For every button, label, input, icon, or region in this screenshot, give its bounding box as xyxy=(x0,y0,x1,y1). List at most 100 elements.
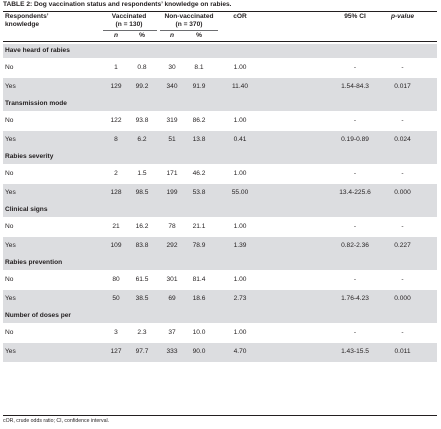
section-title: Transmission mode xyxy=(5,100,67,107)
header-ci: 95% CI xyxy=(344,13,366,20)
table-title: TABLE 2: Dog vaccination status and resp… xyxy=(3,1,232,8)
cell-ci: 0.19-0.89 xyxy=(341,136,369,144)
section-title: Number of doses per xyxy=(5,312,71,319)
cell-np: 81.4 xyxy=(192,275,206,283)
cell-np: 86.2 xyxy=(192,116,206,124)
cell-p: 0.000 xyxy=(394,295,411,303)
cell-nn: 37 xyxy=(168,328,176,336)
row-band xyxy=(3,236,437,256)
cell-p: 0.000 xyxy=(394,189,411,197)
cell-p: 0.024 xyxy=(394,136,411,144)
row-label: No xyxy=(5,116,14,124)
cell-vp: 1.5 xyxy=(137,169,147,177)
cell-nn: 333 xyxy=(166,348,178,356)
cell-ci: 1.76-4.23 xyxy=(341,295,369,303)
cell-p: 0.011 xyxy=(394,348,411,356)
cell-vn: 1 xyxy=(114,63,118,71)
cell-cor: 0.41 xyxy=(233,136,247,144)
cell-ci: - xyxy=(353,169,357,177)
cell-vp: 61.5 xyxy=(135,275,149,283)
cell-np: 90.0 xyxy=(192,348,206,356)
cell-cor: 1.00 xyxy=(233,63,247,71)
header-nonvacc-pct: % xyxy=(196,32,202,39)
cell-vn: 129 xyxy=(110,83,122,91)
header-knowledge-line1: Respondents’ xyxy=(5,13,49,20)
row-band xyxy=(3,58,437,78)
cell-vn: 109 xyxy=(110,242,122,250)
cell-ci: - xyxy=(353,328,357,336)
cell-p: 0.227 xyxy=(394,242,411,250)
row-band xyxy=(3,77,437,97)
cell-vp: 99.2 xyxy=(135,83,149,91)
cell-nn: 301 xyxy=(166,275,178,283)
cell-np: 18.6 xyxy=(192,295,206,303)
cell-nn: 292 xyxy=(166,242,178,250)
cell-vn: 2 xyxy=(114,169,118,177)
section-band xyxy=(3,203,437,217)
row-band xyxy=(3,323,437,343)
row-label: No xyxy=(5,328,14,336)
cell-ci: - xyxy=(353,275,357,283)
cell-vn: 50 xyxy=(112,295,120,303)
row-label: Yes xyxy=(5,242,16,250)
cell-vn: 127 xyxy=(110,348,122,356)
cell-vn: 8 xyxy=(114,136,118,144)
header-knowledge-line2: knowledge xyxy=(5,21,40,28)
cell-vp: 83.8 xyxy=(135,242,149,250)
cell-nn: 51 xyxy=(168,136,176,144)
cell-nn: 78 xyxy=(168,222,176,230)
cell-np: 91.9 xyxy=(192,83,206,91)
row-label: Yes xyxy=(5,189,16,197)
section-band xyxy=(3,256,437,270)
cell-ci: 1.43-15.5 xyxy=(341,348,369,356)
row-label: Yes xyxy=(5,348,16,356)
header-cor: cOR xyxy=(233,13,247,20)
cell-ci: 13.4-225.6 xyxy=(339,189,371,197)
cell-vn: 80 xyxy=(112,275,120,283)
header-rule xyxy=(3,41,437,42)
cell-p: - xyxy=(401,222,404,230)
cell-cor: 2.73 xyxy=(233,295,247,303)
cell-cor: 11.40 xyxy=(231,83,248,91)
section-band xyxy=(3,150,437,164)
cell-cor: 1.00 xyxy=(233,116,247,124)
cell-vp: 6.2 xyxy=(137,136,147,144)
cell-np: 46.2 xyxy=(192,169,206,177)
vacc-underline xyxy=(103,30,157,31)
cell-np: 8.1 xyxy=(194,63,204,71)
section-band xyxy=(3,44,437,58)
cell-nn: 340 xyxy=(166,83,178,91)
cell-nn: 199 xyxy=(166,189,178,197)
cell-p: - xyxy=(401,275,404,283)
cell-ci: - xyxy=(353,63,357,71)
cell-vp: 93.8 xyxy=(135,116,149,124)
cell-nn: 171 xyxy=(166,169,178,177)
cell-cor: 4.70 xyxy=(233,348,247,356)
row-label: No xyxy=(5,222,14,230)
row-band xyxy=(3,164,437,184)
cell-p: - xyxy=(401,63,404,71)
cell-vp: 0.8 xyxy=(137,63,147,71)
row-band xyxy=(3,111,437,131)
cell-np: 10.0 xyxy=(192,328,206,336)
header-vaccinated: Vaccinated xyxy=(111,13,147,20)
cell-vp: 38.5 xyxy=(135,295,149,303)
row-band xyxy=(3,342,437,362)
header-vacc-n: n xyxy=(113,32,119,39)
row-band xyxy=(3,217,437,237)
cell-cor: 1.00 xyxy=(233,275,247,283)
cell-p: - xyxy=(401,116,404,124)
cell-nn: 319 xyxy=(166,116,178,124)
cell-nn: 69 xyxy=(168,295,176,303)
row-band xyxy=(3,130,437,150)
section-title: Rabies prevention xyxy=(5,259,63,266)
cell-ci: 1.54-84.3 xyxy=(341,83,369,91)
cell-vn: 3 xyxy=(114,328,118,336)
cell-cor: 1.00 xyxy=(233,169,247,177)
cell-np: 13.8 xyxy=(192,136,206,144)
row-label: Yes xyxy=(5,295,16,303)
nonvacc-underline xyxy=(160,30,218,31)
cell-np: 53.8 xyxy=(192,189,206,197)
bottom-rule xyxy=(3,415,437,416)
cell-cor: 1.39 xyxy=(233,242,247,250)
